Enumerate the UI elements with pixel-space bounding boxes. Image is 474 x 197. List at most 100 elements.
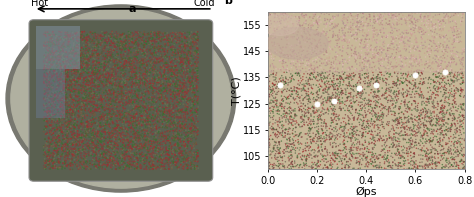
Point: [176, 125, 183, 128]
Point: [274, 68, 282, 71]
Point: [271, 121, 279, 125]
Point: [430, 128, 438, 131]
Point: [177, 84, 184, 87]
Point: [114, 57, 122, 60]
Point: [66, 149, 73, 152]
Point: [149, 157, 156, 160]
Point: [343, 160, 350, 164]
Point: [324, 166, 331, 169]
Point: [128, 66, 136, 69]
Point: [371, 161, 379, 164]
Point: [394, 165, 402, 168]
Point: [188, 64, 195, 67]
Point: [178, 93, 185, 97]
Point: [354, 152, 362, 155]
Point: [390, 144, 398, 147]
Point: [329, 91, 337, 95]
Point: [194, 73, 202, 76]
Point: [177, 116, 185, 120]
Point: [302, 157, 310, 160]
Point: [460, 160, 468, 163]
Point: [299, 23, 307, 27]
Point: [87, 48, 95, 51]
Point: [384, 112, 392, 116]
Point: [112, 75, 119, 78]
Point: [155, 159, 163, 162]
Point: [157, 53, 165, 56]
Point: [398, 18, 405, 21]
Point: [160, 64, 167, 67]
Point: [369, 122, 377, 125]
Point: [92, 107, 100, 111]
Point: [171, 73, 179, 76]
Point: [305, 46, 312, 49]
Point: [136, 108, 143, 111]
Point: [380, 138, 388, 142]
Point: [77, 60, 84, 63]
Point: [169, 31, 176, 34]
Point: [58, 58, 66, 61]
Point: [79, 118, 86, 121]
Point: [337, 126, 344, 129]
Point: [82, 59, 90, 62]
Point: [118, 54, 126, 58]
Point: [98, 139, 105, 142]
Point: [123, 102, 131, 105]
Point: [80, 142, 87, 145]
Point: [128, 90, 136, 94]
Point: [163, 69, 171, 72]
Point: [83, 78, 91, 81]
Point: [66, 83, 74, 86]
Point: [140, 100, 148, 103]
Point: [395, 150, 403, 153]
Point: [107, 101, 114, 104]
Point: [141, 58, 149, 61]
Point: [99, 159, 107, 162]
Point: [164, 139, 172, 142]
Point: [404, 79, 411, 82]
Point: [51, 51, 58, 54]
Point: [365, 59, 373, 63]
Point: [177, 70, 185, 73]
Point: [310, 148, 318, 151]
Point: [86, 123, 93, 126]
Point: [370, 91, 378, 94]
Point: [114, 117, 121, 120]
Point: [417, 109, 424, 112]
Point: [426, 47, 434, 50]
Point: [105, 49, 113, 52]
Point: [388, 75, 396, 78]
Point: [115, 45, 122, 48]
Point: [185, 60, 192, 64]
Point: [137, 114, 144, 117]
Point: [313, 111, 320, 114]
Point: [125, 134, 132, 137]
Point: [64, 44, 72, 47]
Point: [73, 108, 80, 111]
Point: [373, 31, 381, 34]
Point: [70, 155, 78, 158]
Point: [186, 150, 194, 153]
Point: [339, 78, 346, 81]
Point: [358, 107, 366, 110]
Point: [118, 134, 126, 138]
Point: [47, 133, 55, 136]
Point: [194, 66, 201, 70]
Point: [293, 26, 301, 30]
Point: [53, 43, 60, 46]
Point: [428, 156, 435, 159]
Point: [109, 97, 117, 100]
Point: [142, 146, 149, 150]
Point: [108, 116, 115, 119]
Point: [444, 70, 451, 73]
Point: [90, 57, 97, 60]
Point: [382, 77, 389, 80]
Point: [100, 49, 107, 53]
Point: [111, 163, 119, 166]
Point: [64, 35, 71, 38]
Point: [271, 16, 279, 19]
Point: [439, 27, 447, 30]
Point: [460, 118, 467, 121]
Point: [99, 134, 106, 137]
Point: [68, 105, 76, 108]
